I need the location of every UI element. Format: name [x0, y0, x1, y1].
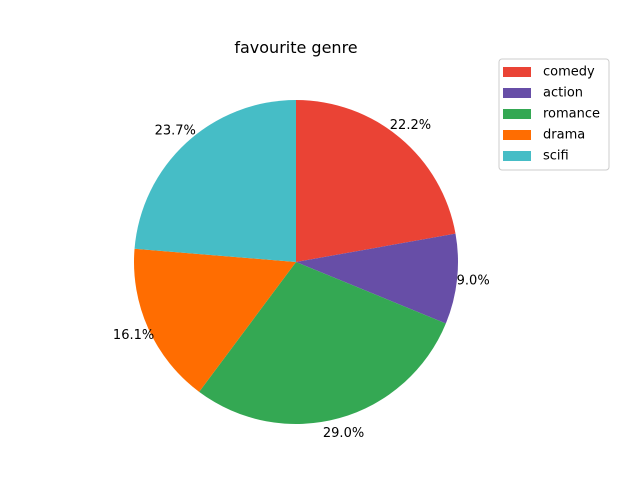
legend: comedy action romance drama scifi — [498, 58, 610, 171]
chart-title: favourite genre — [234, 38, 357, 57]
pie-slice-drama — [134, 248, 296, 392]
pie-slice-action — [296, 233, 459, 324]
percent-label-comedy: 22.2% — [390, 118, 431, 133]
legend-label-action: action — [543, 86, 583, 101]
pie-slice-romance — [199, 262, 446, 424]
legend-box — [498, 58, 610, 171]
legend-label-scifi: scifi — [543, 149, 569, 164]
pie-slice-scifi — [134, 100, 296, 262]
pie-slice-comedy — [296, 100, 456, 262]
pie-slices — [134, 100, 459, 424]
legend-swatch-scifi — [503, 151, 531, 161]
legend-label-comedy: comedy — [543, 65, 595, 80]
legend-label-drama: drama — [543, 128, 585, 143]
percent-label-action: 9.0% — [457, 273, 490, 288]
percent-labels: 22.2% 9.0% 29.0% 16.1% 23.7% — [113, 118, 490, 441]
legend-label-romance: romance — [543, 107, 600, 122]
percent-label-scifi: 23.7% — [155, 123, 196, 138]
legend-swatch-action — [503, 88, 531, 98]
percent-label-drama: 16.1% — [113, 328, 154, 343]
percent-label-romance: 29.0% — [323, 426, 364, 441]
legend-swatch-romance — [503, 109, 531, 119]
legend-swatch-drama — [503, 130, 531, 140]
legend-swatch-comedy — [503, 67, 531, 77]
